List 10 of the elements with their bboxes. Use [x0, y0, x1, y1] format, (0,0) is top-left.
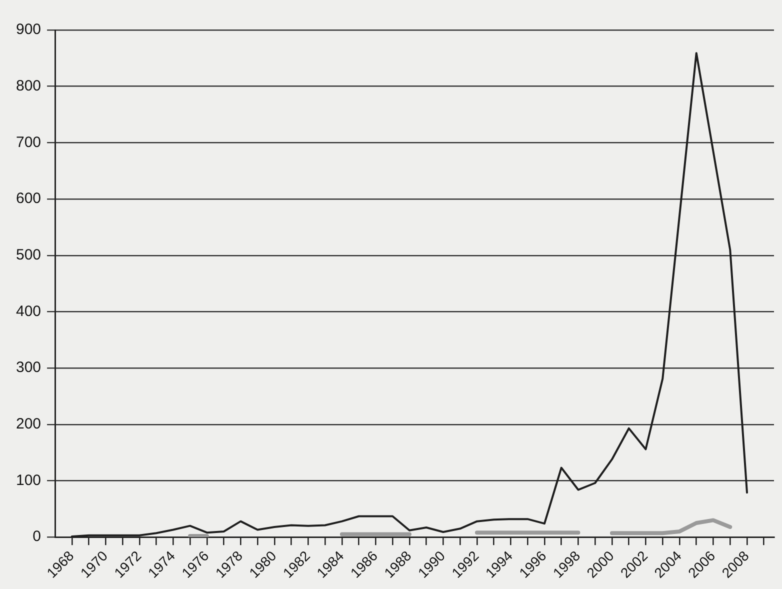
- y-tick-label: 400: [16, 302, 42, 320]
- y-tick-label: 200: [16, 416, 42, 433]
- y-tick-label: 500: [16, 246, 42, 264]
- y-tick-label: 100: [16, 472, 42, 489]
- y-tick-label: 700: [16, 134, 42, 151]
- y-tick-label: 900: [16, 21, 42, 38]
- y-tick-label: 300: [16, 359, 42, 376]
- y-tick-label: 800: [16, 77, 42, 94]
- y-tick-label: 600: [16, 190, 42, 208]
- y-tick-label: 0: [32, 528, 42, 546]
